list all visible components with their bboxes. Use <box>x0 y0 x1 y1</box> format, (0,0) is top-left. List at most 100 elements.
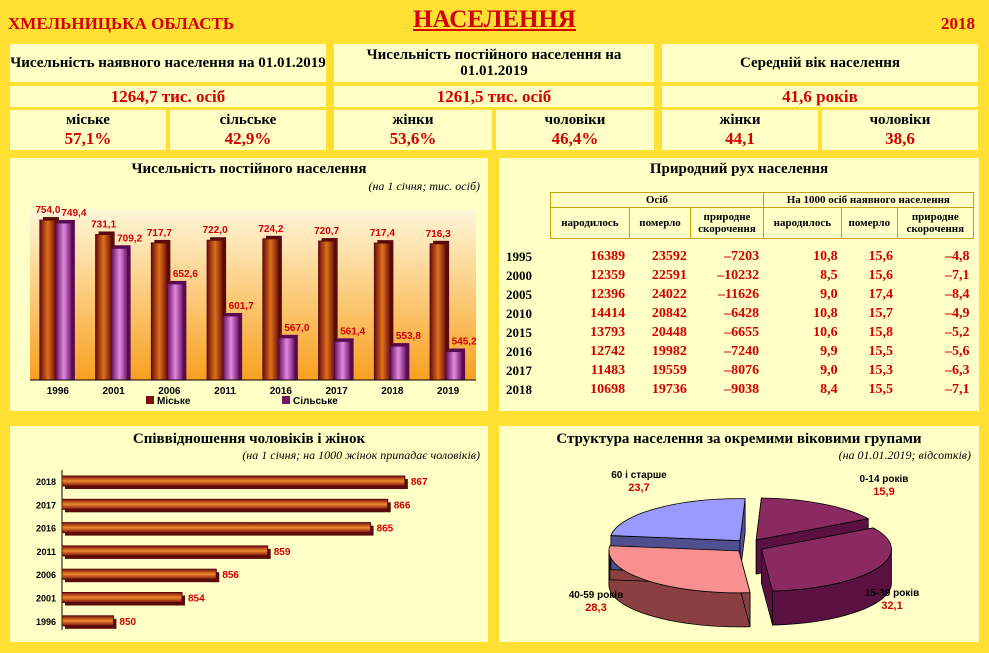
kpi-value: 41,6 років <box>662 86 978 107</box>
table-cell: 20842 <box>651 305 687 321</box>
pie-slice-label: 40-59 років <box>569 590 624 601</box>
kpi-left-value: 53,6% <box>389 128 437 148</box>
bar-rural <box>166 283 184 381</box>
kpi-value-text: 41,6 років <box>782 86 858 106</box>
data-label-rural: 553,8 <box>396 331 421 342</box>
kpi-left-label: жінки <box>719 111 761 128</box>
row-year: 1995 <box>506 248 532 264</box>
pie-slice-label: 0-14 років <box>860 474 909 485</box>
x-tick-label: 1996 <box>47 386 70 397</box>
table-cell: 8,4 <box>820 381 838 397</box>
row-year: 2005 <box>506 286 532 302</box>
age-chart-panel: Структура населення за окремими віковими… <box>496 423 982 645</box>
bar-urban <box>318 240 336 381</box>
table-cell: –10232 <box>717 267 760 283</box>
table-cell: –4,8 <box>945 248 970 264</box>
bar-urban <box>150 242 168 381</box>
x-tick-label: 2017 <box>326 386 349 397</box>
table-cell: –6655 <box>724 324 760 340</box>
x-tick-label: 2011 <box>214 386 236 397</box>
group-header-persons: Осіб <box>550 192 764 208</box>
bar-rural <box>111 247 129 381</box>
table-cell: 20448 <box>651 324 687 340</box>
pie-slice-value: 23,7 <box>628 482 649 494</box>
ratio-chart-subtitle: (на 1 січня; на 1000 жінок припадає чоло… <box>242 448 480 462</box>
kpi-left: міське 57,1% <box>10 110 166 150</box>
ratio-data-label: 865 <box>377 524 394 535</box>
kpi-right: сільське 42,9% <box>170 110 326 150</box>
kpi-right: чоловіки 38,6 <box>822 110 978 150</box>
year-header-spacer <box>502 208 551 239</box>
table-cell: 19736 <box>651 381 687 397</box>
table-cell: 15,3 <box>868 362 894 378</box>
pie-slice-label: 15-39 років <box>865 588 920 599</box>
table-cell: 19559 <box>651 362 687 378</box>
table-cell: 13793 <box>590 324 626 340</box>
table-cell: 22591 <box>651 267 687 283</box>
ratio-bar <box>61 498 389 510</box>
table-cell: –11626 <box>717 286 760 302</box>
age-chart-subtitle: (на 01.01.2019; відсотків) <box>838 448 971 462</box>
data-label-urban: 754,0 <box>35 205 60 216</box>
table-cell: 15,6 <box>868 248 894 264</box>
table-row: 2005 12396 24022 –11626 9,0 17,4 –8,4 <box>502 285 974 304</box>
ratio-bar-chart: 867 2018 866 2017 865 2016 859 2011 856 2006 854 20… <box>36 470 428 630</box>
report-year: 2018 <box>941 14 975 33</box>
kpi-title-text: Чисельність наявного населення на 01.01.… <box>10 55 326 71</box>
table-row: 1995 16389 23592 –7203 10,8 15,6 –4,8 <box>502 247 974 266</box>
table-cell: 9,0 <box>820 286 838 302</box>
row-year: 2000 <box>506 267 532 283</box>
table-cell: 12396 <box>590 286 626 302</box>
y-tick-label: 2017 <box>36 500 56 510</box>
column-header: померло <box>628 207 692 239</box>
table-spacer <box>502 239 974 248</box>
ratio-data-label: 856 <box>222 570 239 581</box>
x-tick-label: 2001 <box>103 386 126 397</box>
bar-rural <box>55 222 73 381</box>
table-cell: 15,5 <box>868 343 894 359</box>
kpi-value-text: 1261,5 тис. осіб <box>436 86 552 106</box>
x-tick-label: 2006 <box>158 386 181 397</box>
table-cell: –4,9 <box>945 305 970 321</box>
data-label-urban: 717,4 <box>370 228 395 239</box>
table-cell: 15,7 <box>868 305 894 321</box>
bar-rural <box>334 340 352 381</box>
ratio-chart-title: Співвідношення чоловіків і жінок <box>132 431 366 447</box>
bar-urban <box>262 238 280 381</box>
kpi-right-label: чоловіки <box>869 111 931 128</box>
column-header: померло <box>841 207 898 239</box>
natural-movement-table: Осіб На 1000 осіб наявного населення нар… <box>502 192 975 399</box>
data-label-rural: 567,0 <box>284 323 309 334</box>
table-cell: 10698 <box>590 381 626 397</box>
bar-rural <box>389 345 407 381</box>
kpi-title: Чисельність постійного населення на 01.0… <box>334 44 654 82</box>
table-cell: –5,6 <box>945 343 970 359</box>
table-cell: 16389 <box>590 248 626 264</box>
year-header-spacer <box>502 193 551 208</box>
kpi-left-value: 44,1 <box>725 128 755 148</box>
table-cell: 8,5 <box>820 267 838 283</box>
table-row: 2010 14414 20842 –6428 10,8 15,7 –4,9 <box>502 304 974 323</box>
kpi-right-label: чоловіки <box>544 111 606 128</box>
ratio-bar <box>61 545 269 557</box>
data-label-urban: 724,2 <box>258 224 283 235</box>
bar-urban <box>95 233 113 381</box>
page-header: ХМЕЛЬНИЦЬКА ОБЛАСТЬ НАСЕЛЕННЯ 2018 <box>0 0 989 40</box>
table-cell: 12742 <box>590 343 626 359</box>
region-name: ХМЕЛЬНИЦЬКА ОБЛАСТЬ <box>8 14 235 33</box>
row-year: 2017 <box>506 362 532 378</box>
column-header: природне скорочення <box>896 207 975 239</box>
population-chart-title: Чисельність постійного населення <box>131 161 367 177</box>
data-label-rural: 561,4 <box>340 326 365 337</box>
x-tick-label: 2016 <box>270 386 293 397</box>
table-cell: –6,3 <box>945 362 970 378</box>
table-cell: 9,0 <box>820 362 838 378</box>
data-label-urban: 720,7 <box>314 226 339 237</box>
pie-slice <box>608 545 751 594</box>
pie-slice-value: 32,1 <box>881 600 902 612</box>
ratio-data-label: 850 <box>119 617 136 628</box>
ratio-data-label: 866 <box>394 500 411 511</box>
table-cell: 10,8 <box>813 248 838 264</box>
table-cell: –7240 <box>724 343 760 359</box>
